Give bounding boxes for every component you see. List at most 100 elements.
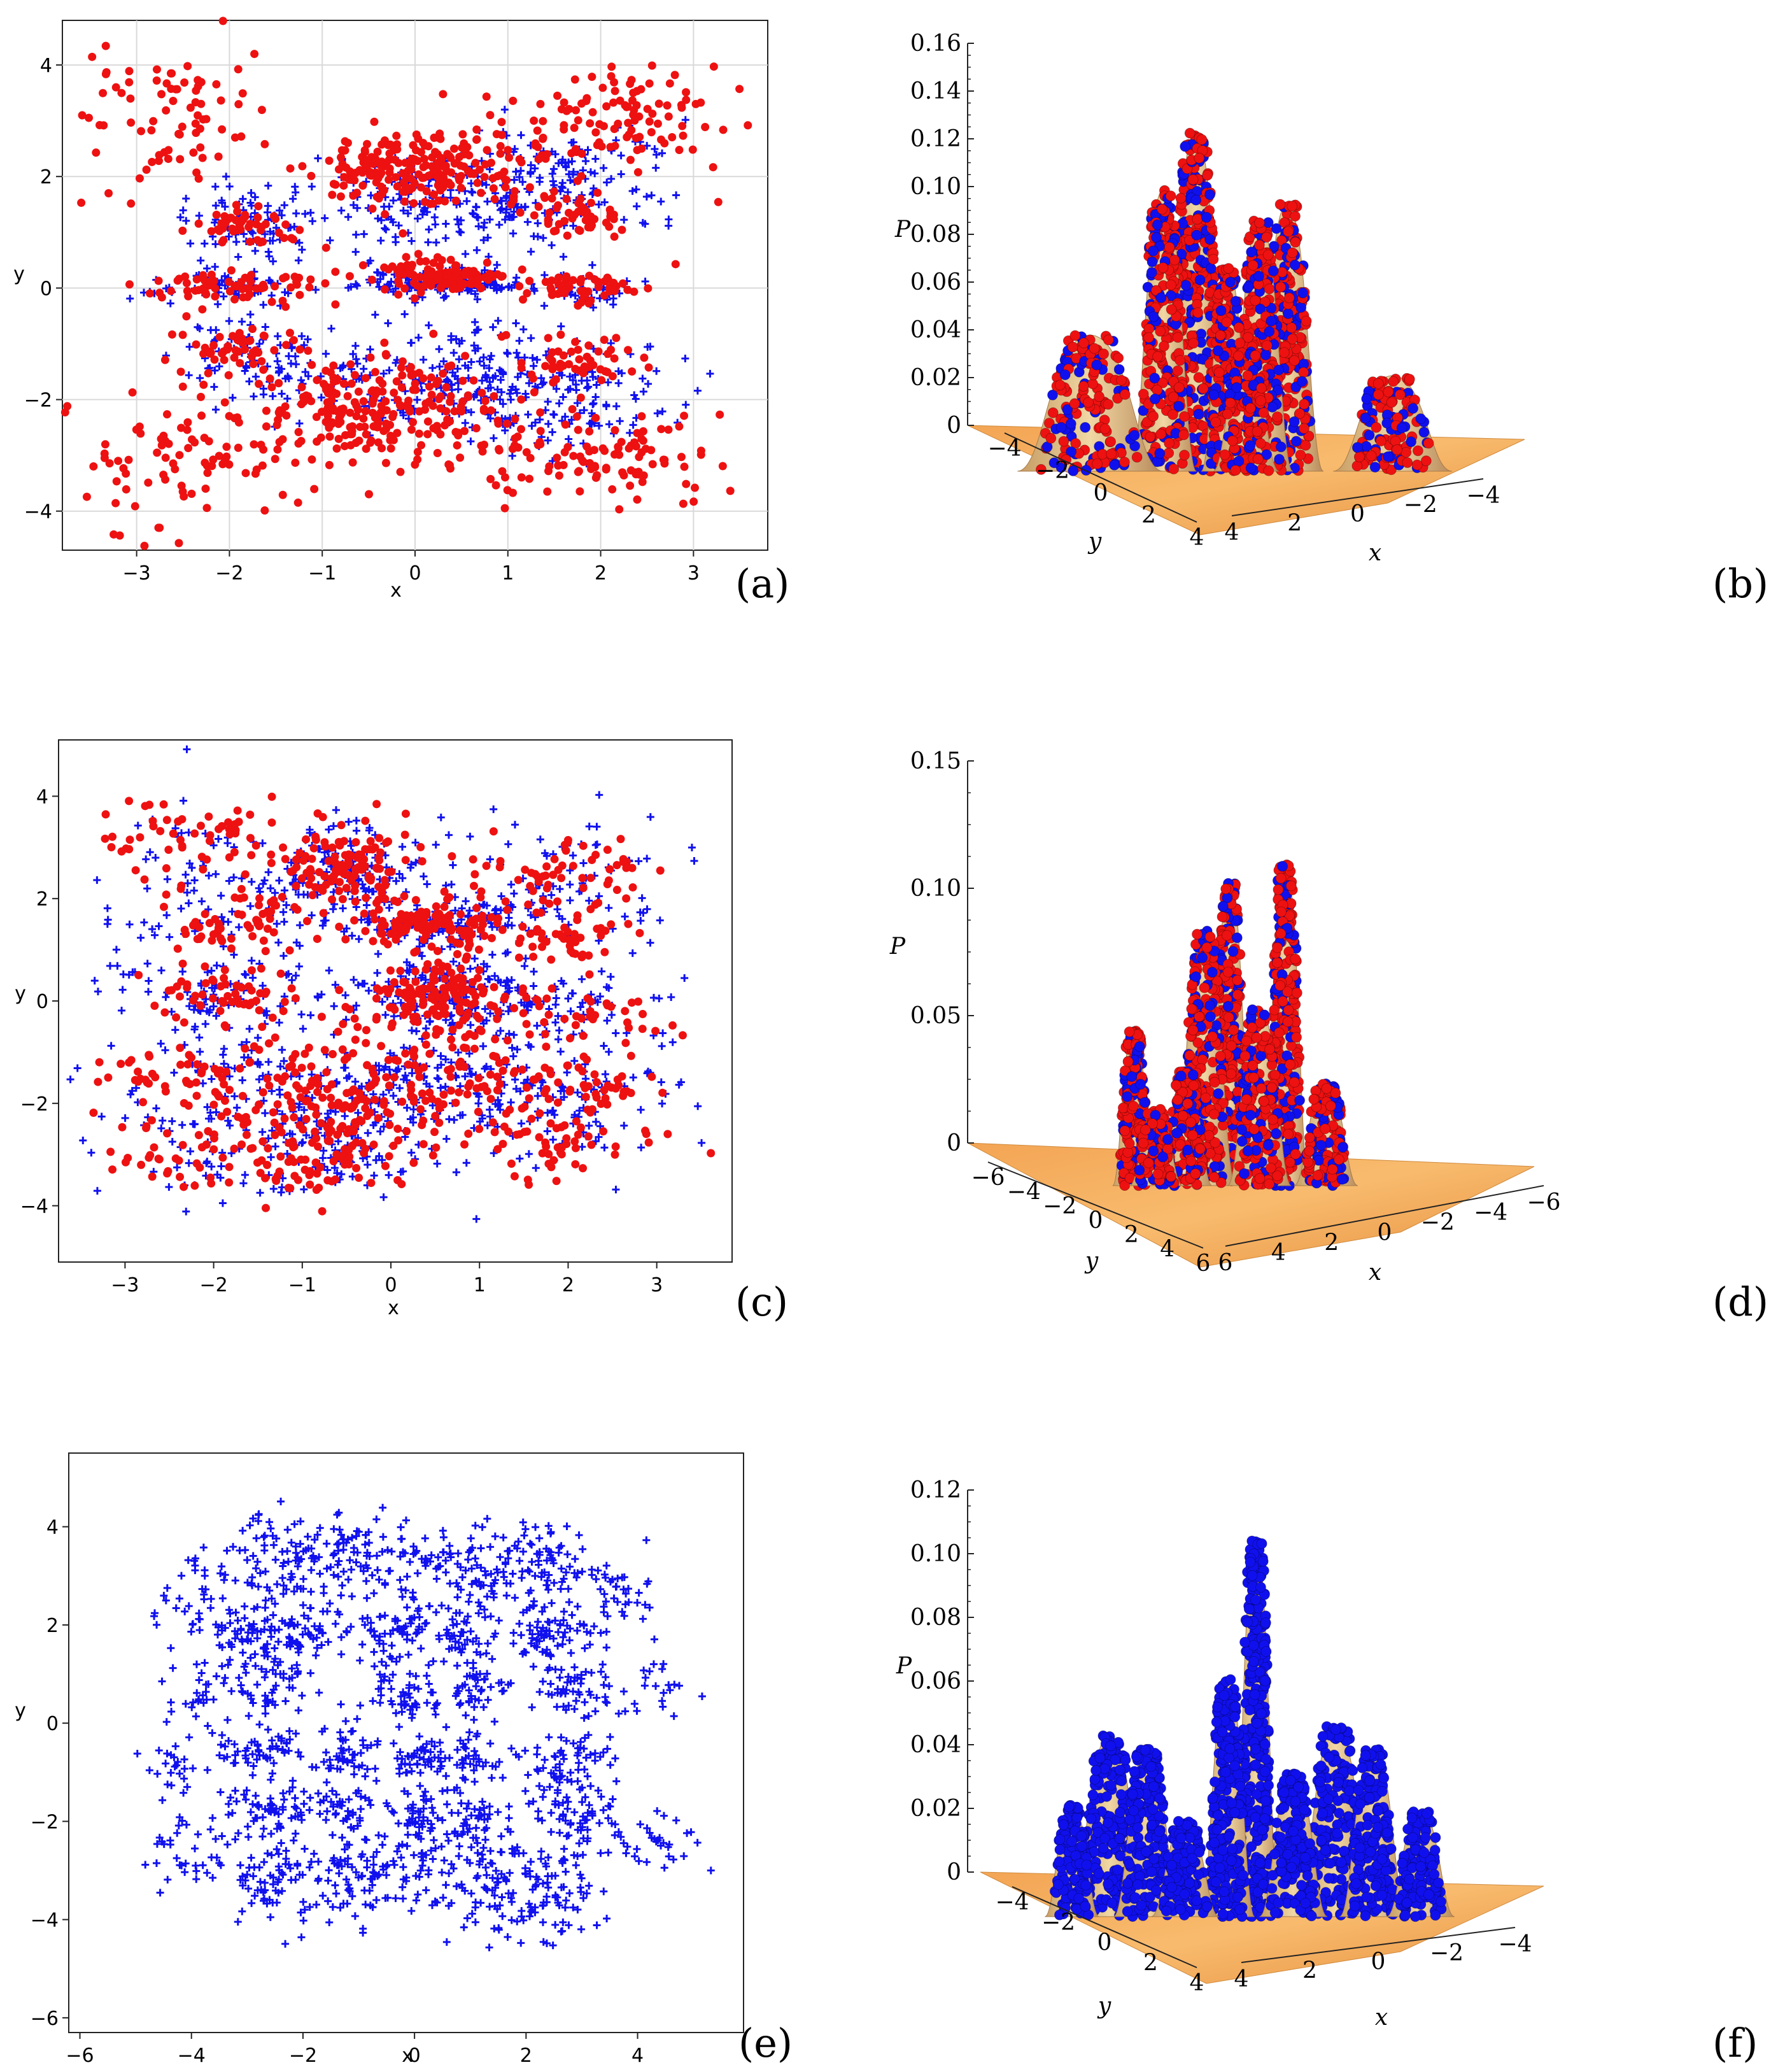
y-tick-label: 0 — [1094, 480, 1108, 506]
data-point — [497, 376, 505, 384]
data-point — [554, 471, 563, 480]
data-point — [402, 253, 411, 262]
data-point — [399, 408, 407, 416]
data-point — [206, 278, 215, 287]
data-point — [208, 462, 216, 471]
data-point — [682, 88, 691, 97]
surface-dot — [1250, 350, 1261, 361]
data-point — [569, 222, 577, 230]
data-point — [549, 362, 558, 371]
surface-dot — [1215, 330, 1226, 341]
data-point — [549, 410, 558, 418]
surface-dot — [1103, 334, 1114, 346]
data-point — [542, 150, 551, 159]
surface-dot — [1106, 448, 1117, 460]
surface-dot — [1166, 280, 1176, 290]
data-point — [452, 335, 460, 343]
data-point — [149, 117, 158, 125]
data-point — [487, 159, 496, 167]
data-point — [261, 230, 269, 238]
surface-dot — [1192, 307, 1204, 318]
surface-dot — [1383, 387, 1394, 397]
data-point — [411, 273, 420, 281]
data-point — [484, 234, 492, 242]
data-point — [293, 498, 302, 507]
data-point — [586, 168, 595, 176]
surface-dot — [1168, 464, 1180, 474]
data-point — [496, 142, 505, 151]
data-point — [100, 449, 109, 458]
data-point — [218, 276, 226, 285]
data-point — [125, 280, 134, 289]
surface-dot — [1274, 199, 1286, 210]
data-point — [384, 319, 392, 327]
data-point — [216, 96, 225, 105]
data-point — [610, 125, 619, 134]
data-point — [273, 357, 281, 365]
data-point — [259, 385, 267, 393]
data-point — [166, 287, 175, 295]
data-point — [585, 427, 594, 436]
data-point — [368, 204, 377, 213]
data-point — [353, 360, 362, 368]
surface-dot — [1290, 236, 1301, 248]
data-point — [490, 392, 498, 401]
data-point — [211, 263, 219, 271]
data-point — [265, 276, 273, 285]
data-point — [600, 336, 609, 344]
data-point — [517, 395, 526, 404]
data-point — [381, 458, 390, 467]
surface-dot — [1300, 440, 1311, 451]
data-point — [101, 440, 109, 449]
surface-dot — [1152, 219, 1163, 231]
data-point — [135, 422, 144, 431]
data-point — [665, 215, 673, 224]
data-point — [658, 408, 667, 416]
data-point — [446, 392, 455, 401]
data-point — [500, 106, 509, 114]
panel-b-label: (b) — [1712, 560, 1768, 607]
data-point — [363, 155, 372, 164]
data-point — [382, 419, 391, 428]
data-point — [576, 194, 585, 203]
data-point — [241, 367, 249, 375]
data-point — [276, 206, 284, 215]
surface-dot — [1221, 316, 1232, 328]
data-point — [221, 272, 229, 280]
data-point — [607, 174, 616, 183]
data-point — [363, 139, 372, 148]
data-point — [644, 284, 653, 293]
data-point — [462, 250, 470, 258]
data-point — [474, 275, 483, 284]
data-point — [509, 383, 517, 391]
data-point — [351, 280, 360, 288]
data-point — [566, 373, 574, 381]
data-point — [239, 195, 247, 203]
surface-dot — [1227, 435, 1238, 446]
data-point — [392, 377, 401, 386]
data-point — [423, 208, 431, 216]
surface-dot — [1287, 247, 1298, 259]
y-tick-label: −2 — [1036, 458, 1069, 484]
data-point — [248, 348, 257, 357]
data-point — [343, 392, 352, 401]
data-point — [456, 183, 465, 192]
data-point — [513, 389, 521, 397]
surface-dot — [1148, 245, 1159, 257]
data-point — [198, 305, 207, 314]
data-point — [596, 365, 605, 374]
surface-dot — [1386, 397, 1397, 408]
surface-dot — [1150, 394, 1161, 404]
data-point — [584, 299, 593, 308]
data-point — [409, 199, 418, 208]
surface-dot — [1192, 213, 1203, 225]
surface-dot — [1372, 389, 1384, 401]
data-point — [680, 462, 689, 471]
data-point — [575, 452, 584, 461]
data-point — [199, 380, 208, 389]
data-point — [465, 151, 474, 160]
surface-dot — [1283, 226, 1294, 238]
data-point — [192, 168, 201, 177]
data-point — [260, 506, 269, 515]
data-point — [530, 388, 539, 397]
